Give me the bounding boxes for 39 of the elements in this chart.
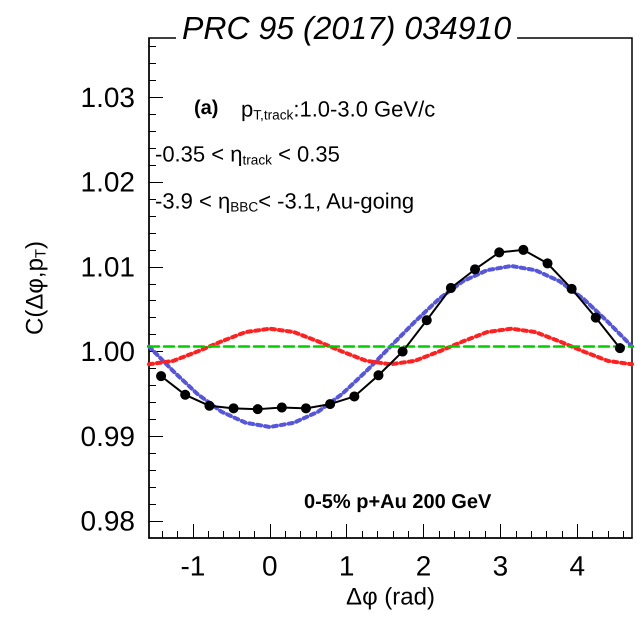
- point: [228, 403, 239, 414]
- point: [276, 402, 287, 412]
- point: [614, 343, 625, 354]
- x-tick-label: 4: [569, 550, 586, 582]
- point: [398, 346, 408, 357]
- point: [566, 284, 577, 294]
- y-tick-label: 0.99: [80, 420, 135, 452]
- y-tick-label: 1.00: [80, 336, 135, 368]
- point: [204, 400, 214, 411]
- point: [180, 390, 190, 400]
- point: [156, 371, 166, 382]
- y-tick-label: 1.03: [80, 82, 135, 113]
- point: [470, 264, 480, 274]
- point: [422, 315, 432, 326]
- y-tick-label: 1.02: [80, 166, 135, 198]
- point: [494, 247, 504, 258]
- point: [590, 312, 601, 323]
- x-axis-title: Δφ (rad): [346, 583, 435, 610]
- line-series: [147, 264, 634, 429]
- x-tick-label: 1: [338, 550, 354, 582]
- point: [325, 399, 336, 410]
- point: [446, 283, 456, 293]
- point: [373, 370, 384, 380]
- point: [252, 404, 263, 414]
- y-tick-label: 1.01: [80, 251, 135, 282]
- point: [542, 258, 553, 268]
- point: [300, 403, 311, 414]
- y-tick-label: 0.98: [80, 506, 135, 537]
- y-axis-title: C(Δφ,pT): [21, 240, 50, 336]
- x-tick-label: 2: [416, 550, 432, 582]
- x-tick-label: 0: [262, 550, 278, 582]
- point: [518, 244, 528, 255]
- line-series: [147, 326, 634, 366]
- x-tick-label: 3: [492, 550, 508, 582]
- annotation: (a): [194, 97, 218, 119]
- chart-title: PRC 95 (2017) 034910: [182, 10, 512, 46]
- annotation: 0-5% p+Au 200 GeV: [304, 491, 492, 513]
- x-tick-label: -1: [180, 550, 206, 582]
- point: [349, 391, 360, 402]
